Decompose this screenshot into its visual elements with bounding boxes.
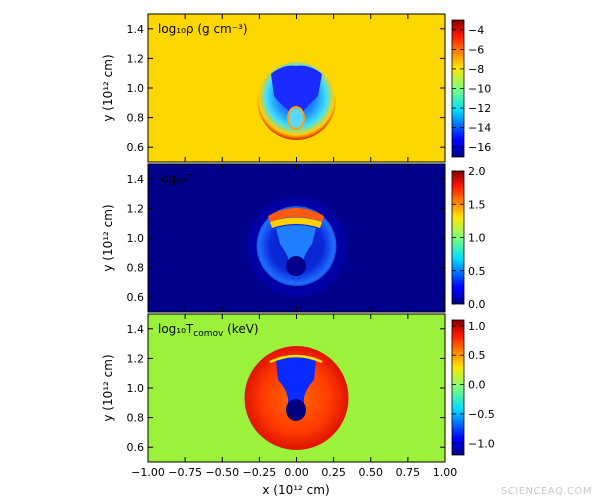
x-axis-label: x (10¹² cm) bbox=[262, 483, 329, 497]
temperature-label-subscript: comov bbox=[193, 329, 224, 339]
panel-density: 0.6 0.8 1.0 1.2 1.4 log₁₀ρ (g cm⁻³) y (10¹² … bbox=[101, 13, 491, 163]
lorentz-jet-head bbox=[286, 256, 306, 276]
ytick-label: 0.6 bbox=[127, 141, 145, 154]
ytick-label: 0.8 bbox=[127, 412, 145, 425]
density-heatmap bbox=[148, 14, 445, 162]
temperature-colorbar-ticks: 1.0 0.5 0.0 −0.5 −1.0 bbox=[452, 320, 495, 450]
lorentz-jet-channel bbox=[276, 225, 316, 271]
xtick-label: −0.50 bbox=[205, 466, 239, 479]
xtick-label: −1.00 bbox=[131, 466, 165, 479]
colorbar-tick-label: −12 bbox=[468, 102, 491, 115]
panel-lorentz: 0.6 0.8 1.0 1.2 1.4 log₁₀Γ y (10¹² cm) 2.0 1.… bbox=[101, 163, 486, 313]
temperature-yticks: 0.6 0.8 1.0 1.2 1.4 bbox=[127, 323, 445, 454]
colorbar-tick-label: 0.0 bbox=[468, 298, 486, 311]
lorentz-ylabel: y (10¹² cm) bbox=[101, 204, 115, 271]
ytick-label: 0.8 bbox=[127, 112, 145, 125]
temperature-colorbar bbox=[451, 319, 465, 456]
colorbar-tick-label: −10 bbox=[468, 83, 491, 96]
density-colorbar-ticks: −4 −6 −8 −10 −12 −14 −16 bbox=[452, 24, 491, 154]
colorbar-tick-label: −8 bbox=[468, 63, 484, 76]
density-jet-head-inner bbox=[289, 108, 303, 128]
temperature-jet-head bbox=[286, 399, 306, 421]
temperature-label-main: log₁₀T bbox=[158, 322, 194, 336]
colorbar-tick-label: 1.0 bbox=[468, 232, 486, 245]
xtick-label: 0.25 bbox=[321, 466, 346, 479]
colorbar-tick-label: −16 bbox=[468, 141, 491, 154]
colorbar-tick-label: −1.0 bbox=[468, 437, 495, 450]
lorentz-panel-label: log₁₀Γ bbox=[158, 172, 193, 186]
ytick-label: 1.4 bbox=[127, 173, 145, 186]
xtick-label: −0.75 bbox=[168, 466, 202, 479]
ytick-label: 0.8 bbox=[127, 262, 145, 275]
lorentz-heatmap bbox=[148, 164, 445, 312]
colorbar-tick-label: 0.0 bbox=[468, 379, 486, 392]
lorentz-yticks: 0.6 0.8 1.0 1.2 1.4 bbox=[127, 173, 445, 304]
colorbar-tick-label: −6 bbox=[468, 43, 484, 56]
density-panel-label: log₁₀ρ (g cm⁻³) bbox=[158, 22, 248, 36]
ytick-label: 1.4 bbox=[127, 23, 145, 36]
colorbar-tick-label: 1.5 bbox=[468, 198, 486, 211]
ytick-label: 1.2 bbox=[127, 352, 145, 365]
colorbar-tick-label: −14 bbox=[468, 122, 491, 135]
density-jet-channel bbox=[271, 65, 322, 125]
temperature-label-unit: (keV) bbox=[223, 322, 258, 336]
xtick-label: −0.25 bbox=[243, 466, 277, 479]
temperature-shock-front bbox=[269, 354, 323, 364]
ytick-label: 1.2 bbox=[127, 202, 145, 215]
temperature-heatmap bbox=[148, 314, 445, 462]
colorbar-tick-label: −0.5 bbox=[468, 408, 495, 421]
colorbar-tick-label: −4 bbox=[468, 24, 484, 37]
temperature-panel-label: log₁₀Tcomov (keV) bbox=[158, 322, 259, 339]
ytick-label: 1.2 bbox=[127, 52, 145, 65]
xtick-label: 0.75 bbox=[396, 466, 421, 479]
ytick-label: 1.4 bbox=[127, 323, 145, 336]
xtick-label: 0.00 bbox=[284, 466, 309, 479]
temperature-xticks: −1.00 −0.75 −0.50 −0.25 0.00 0.25 0.50 0.75 1.00 bbox=[131, 14, 457, 479]
ytick-label: 1.0 bbox=[127, 82, 145, 95]
xtick-label: 1.00 bbox=[433, 466, 458, 479]
watermark: SCIENCEAQ.COM bbox=[501, 486, 592, 497]
lorentz-shock-front bbox=[268, 208, 324, 222]
colorbar-tick-label: 0.5 bbox=[468, 265, 486, 278]
colorbar-tick-label: 2.0 bbox=[468, 165, 486, 178]
lorentz-shock-inner bbox=[270, 217, 322, 228]
temperature-jet-channel bbox=[276, 357, 316, 414]
lorentz-colorbar-ticks: 2.0 1.5 1.0 0.5 0.0 bbox=[452, 165, 486, 311]
ytick-label: 1.0 bbox=[127, 382, 145, 395]
density-yticks: 0.6 0.8 1.0 1.2 1.4 bbox=[127, 23, 445, 154]
ytick-label: 1.0 bbox=[127, 232, 145, 245]
xtick-label: 0.50 bbox=[359, 466, 384, 479]
temperature-ylabel: y (10¹² cm) bbox=[101, 354, 115, 421]
colorbar-tick-label: 1.0 bbox=[468, 320, 486, 333]
ytick-label: 0.6 bbox=[127, 441, 145, 454]
colorbar-tick-label: 0.5 bbox=[468, 349, 486, 362]
panel-temperature: 0.60.81.01.21.4 −1.00 −0.75 −0.50 −0.25 0.00… bbox=[101, 14, 495, 497]
ytick-label: 0.6 bbox=[127, 291, 145, 304]
density-ylabel: y (10¹² cm) bbox=[101, 54, 115, 121]
